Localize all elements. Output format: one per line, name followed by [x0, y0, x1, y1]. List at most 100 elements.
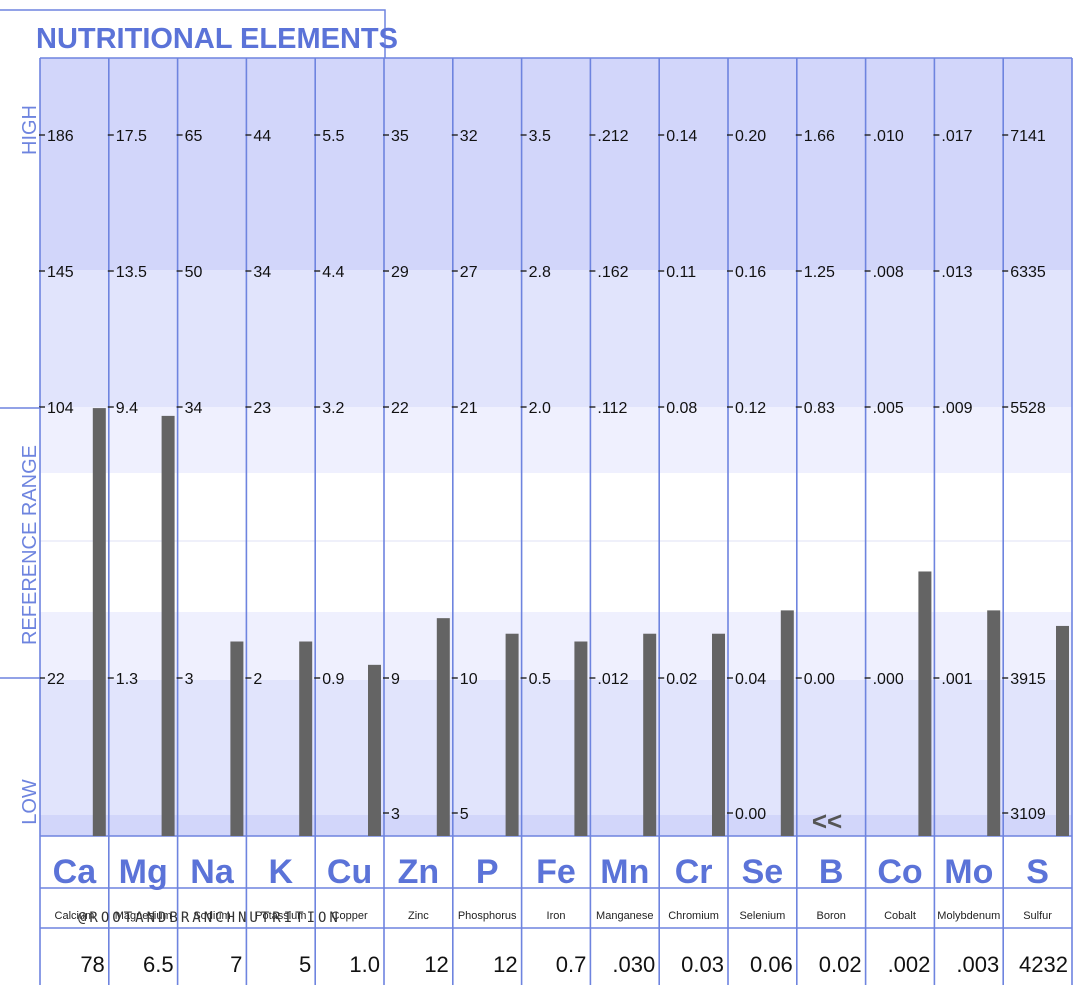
bar-ca [92, 408, 106, 836]
bar-fe [574, 641, 588, 836]
tick-label: 0.16 [735, 264, 766, 281]
element-symbol: Ca [53, 853, 98, 891]
element-value: 12 [424, 952, 448, 977]
value-bars [92, 408, 1069, 836]
tick-label: 0.12 [735, 400, 766, 417]
tick-label: 17.5 [116, 128, 147, 145]
tick-label: 1.3 [116, 671, 138, 688]
tick-label: 3109 [1010, 806, 1046, 823]
tick-label: 13.5 [116, 264, 147, 281]
element-symbol: Se [742, 853, 784, 891]
element-symbol: B [819, 853, 844, 891]
tick-label: .162 [597, 264, 628, 281]
element-name: Boron [817, 910, 846, 922]
element-value: 1.0 [349, 952, 380, 977]
tick-label: .112 [597, 400, 627, 417]
element-name: Chromium [668, 910, 719, 922]
tick-label: 27 [460, 264, 478, 281]
tick-label: 32 [460, 128, 478, 145]
bar-k [299, 641, 313, 836]
element-symbol: P [476, 853, 499, 891]
watermark: @ROOTANDBRANCHNUTRITION [78, 910, 341, 926]
bar-co [918, 571, 932, 836]
element-footer: Ca Calcium 78 Mg Magnesium 6.5 Na Sodium 7 K Potas… [53, 853, 1068, 977]
element-name: Iron [547, 910, 566, 922]
element-name: Sodium [193, 910, 230, 922]
tick-label: .005 [873, 400, 904, 417]
tick-label: 1.25 [804, 264, 835, 281]
column-dividers [39, 57, 1073, 985]
element-value: 0.06 [750, 952, 793, 977]
tick-label: 50 [185, 264, 203, 281]
element-value: 7 [230, 952, 242, 977]
bar-zn [436, 618, 450, 836]
bar-mo [987, 610, 1001, 836]
element-value: 0.7 [556, 952, 587, 977]
element-name: Molybdenum [937, 910, 1000, 922]
element-symbol: S [1026, 853, 1049, 891]
band-reference-lower [40, 612, 1072, 680]
tick-label: 0.5 [529, 671, 551, 688]
tick-label: 3.2 [322, 400, 344, 417]
band-low-bottom [40, 815, 1072, 836]
tick-label: 34 [253, 264, 271, 281]
bar-s [1056, 625, 1069, 836]
tick-label: 0.02 [666, 671, 697, 688]
element-name: Magnesium [115, 910, 172, 922]
tick-label: 22 [391, 400, 409, 417]
tick-label: 0.00 [804, 671, 835, 688]
element-value: .030 [612, 952, 655, 977]
low-label: LOW [19, 779, 41, 825]
band-reference-center [40, 473, 1072, 612]
element-symbol: Mn [600, 853, 649, 891]
tick-label: 3 [391, 806, 400, 823]
element-symbol: Zn [398, 853, 440, 891]
tick-label: .009 [941, 400, 972, 417]
element-name: Copper [332, 910, 368, 922]
tick-label: .212 [597, 128, 628, 145]
bar-mg [161, 415, 175, 836]
tick-label: .000 [873, 671, 904, 688]
tick-label: 23 [253, 400, 271, 417]
tick-label: 65 [185, 128, 203, 145]
element-name: Calcium [55, 910, 95, 922]
tick-label: 2.0 [529, 400, 551, 417]
element-name: Zinc [408, 910, 429, 922]
tick-label: 2 [253, 671, 262, 688]
element-value: 0.03 [681, 952, 724, 977]
element-symbol: Cr [675, 853, 713, 891]
tick-label: 0.20 [735, 128, 766, 145]
bar-mn [643, 633, 657, 836]
element-symbol: Fe [536, 853, 576, 891]
element-name: Phosphorus [458, 910, 517, 922]
element-value: .002 [888, 952, 931, 977]
band-reference-upper [40, 407, 1072, 473]
tick-label: 1.66 [804, 128, 835, 145]
background-bands [40, 58, 1072, 836]
element-symbol: Cu [327, 853, 372, 891]
band-high-lower [40, 270, 1072, 407]
tick-label: 29 [391, 264, 409, 281]
tick-label: 35 [391, 128, 409, 145]
element-symbol: Na [190, 853, 235, 891]
bar-cu [368, 664, 381, 836]
tick-label: 44 [253, 128, 271, 145]
tick-label: 0.14 [666, 128, 697, 145]
tick-label: .017 [941, 128, 972, 145]
tick-label: 22 [47, 671, 65, 688]
element-name: Manganese [596, 910, 654, 922]
bar-se [780, 610, 794, 836]
element-symbol: Mo [944, 853, 993, 891]
reference-range-label: REFERENCE RANGE [19, 445, 41, 645]
tick-label: 186 [47, 128, 74, 145]
tick-label: .012 [597, 671, 628, 688]
tick-label: 3 [185, 671, 194, 688]
tick-label: 6335 [1010, 264, 1046, 281]
tick-label: 9.4 [116, 400, 138, 417]
element-value: 6.5 [143, 952, 174, 977]
tick-label: 145 [47, 264, 74, 281]
tick-label: 5 [460, 806, 469, 823]
bar-cr [712, 633, 725, 836]
element-value: 12 [493, 952, 517, 977]
